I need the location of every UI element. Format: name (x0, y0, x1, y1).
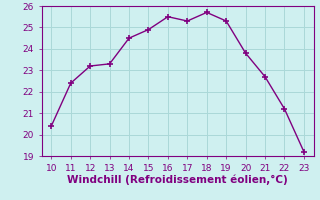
X-axis label: Windchill (Refroidissement éolien,°C): Windchill (Refroidissement éolien,°C) (67, 174, 288, 185)
